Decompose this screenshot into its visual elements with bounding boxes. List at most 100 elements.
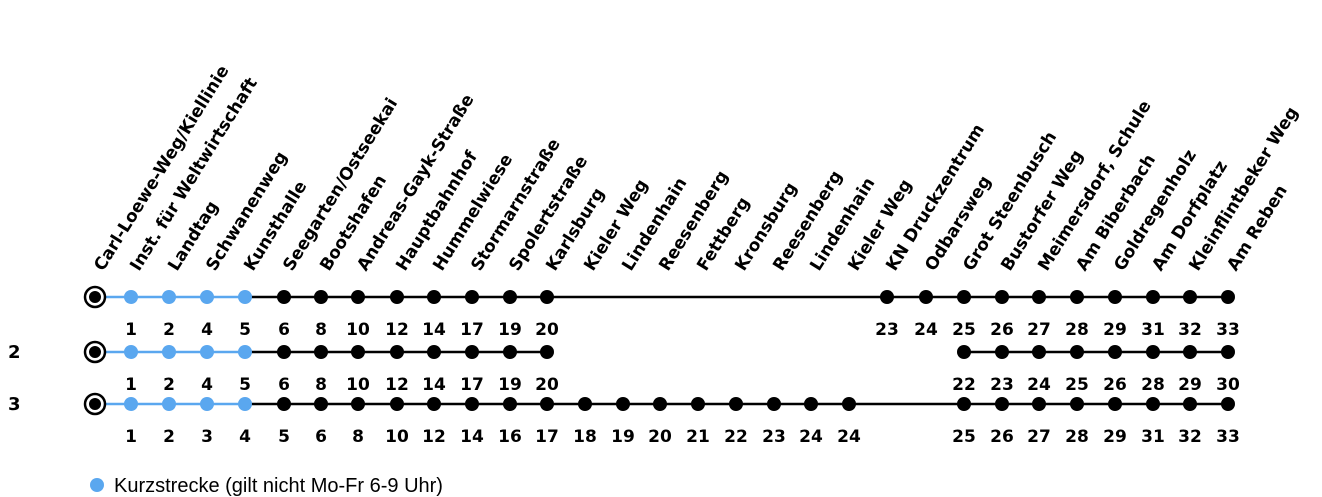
route-row: 21 2 4 5 6 8 10 12 14 17 19 20 22 23 24 25 26 28 29 30: [8, 340, 1240, 395]
departure-time: 2: [163, 320, 175, 340]
stop-dot: [503, 397, 517, 411]
stop-dot: [957, 345, 971, 359]
stop-dot: [842, 397, 856, 411]
departure-time: 12: [385, 320, 409, 340]
stop-dot: [1070, 345, 1084, 359]
stop-dot: [351, 345, 365, 359]
route-rows: 1 2 4 5 6 8 10 12 14 17 19 20 23 24 25 26 27 28 29 31 32 3321…: [8, 285, 1240, 447]
departure-time: 31: [1141, 320, 1165, 340]
stop-dot: [503, 345, 517, 359]
departure-time: 17: [535, 427, 559, 447]
departure-time: 4: [201, 320, 213, 340]
stop-dot: [1146, 397, 1160, 411]
stop-dot: [1221, 345, 1235, 359]
departure-time: 20: [648, 427, 672, 447]
stop-dot: [238, 397, 252, 411]
stop-dot: [427, 290, 441, 304]
stop-dot: [503, 290, 517, 304]
departure-time: 5: [239, 320, 251, 340]
stop-dot: [314, 397, 328, 411]
departure-time: 5: [278, 427, 290, 447]
departure-time: 24: [799, 427, 823, 447]
departure-time: 33: [1216, 320, 1240, 340]
stop-dot: [277, 290, 291, 304]
departure-time: 27: [1027, 320, 1051, 340]
departure-time: 32: [1178, 427, 1202, 447]
departure-time: 6: [278, 375, 290, 395]
departure-time: 25: [952, 320, 976, 340]
departure-time: 18: [573, 427, 597, 447]
stop-dot: [957, 290, 971, 304]
stop-dot: [616, 397, 630, 411]
departure-time: 5: [239, 375, 251, 395]
stop-dot: [427, 397, 441, 411]
departure-time: 8: [315, 375, 327, 395]
stop-dot: [124, 345, 138, 359]
stop-dot: [1146, 290, 1160, 304]
departure-time: 21: [686, 427, 710, 447]
departure-time: 1: [125, 427, 137, 447]
stop-dot: [390, 397, 404, 411]
stop-dot: [919, 290, 933, 304]
departure-time: 10: [346, 320, 370, 340]
legend-label: Kurzstrecke (gilt nicht Mo-Fr 6-9 Uhr): [114, 475, 443, 497]
origin-marker-core: [89, 291, 101, 303]
departure-time: 23: [762, 427, 786, 447]
departure-time: 19: [611, 427, 635, 447]
stop-dot: [277, 345, 291, 359]
stop-dot: [277, 397, 291, 411]
origin-marker-core: [89, 398, 101, 410]
stop-dot: [691, 397, 705, 411]
stop-dot: [390, 290, 404, 304]
departure-time: 6: [315, 427, 327, 447]
legend: Kurzstrecke (gilt nicht Mo-Fr 6-9 Uhr): [90, 475, 443, 497]
stop-dot: [162, 397, 176, 411]
stop-dot: [1221, 290, 1235, 304]
route-label: 2: [8, 342, 21, 363]
departure-time: 25: [952, 427, 976, 447]
departure-time: 4: [201, 375, 213, 395]
stop-dot: [1183, 345, 1197, 359]
departure-time: 27: [1027, 427, 1051, 447]
departure-time: 24: [837, 427, 861, 447]
kurzstrecke-legend-dot: [90, 478, 104, 492]
stop-dot: [1183, 397, 1197, 411]
departure-time: 31: [1141, 427, 1165, 447]
stop-dot: [1221, 397, 1235, 411]
departure-time: 22: [724, 427, 748, 447]
departure-time: 29: [1178, 375, 1202, 395]
departure-time: 22: [952, 375, 976, 395]
stop-dot: [653, 397, 667, 411]
route-label: 3: [8, 394, 21, 415]
departure-time: 3: [201, 427, 213, 447]
stop-dot: [1032, 345, 1046, 359]
departure-time: 14: [422, 375, 446, 395]
stop-dot: [1070, 290, 1084, 304]
stop-dot: [162, 290, 176, 304]
departure-time: 29: [1103, 427, 1127, 447]
departure-time: 16: [498, 427, 522, 447]
route-row: 1 2 4 5 6 8 10 12 14 17 19 20 23 24 25 26 27 28 29 31 32 33: [83, 285, 1240, 340]
stop-dot: [314, 345, 328, 359]
stop-dot: [351, 290, 365, 304]
departure-time: 20: [535, 375, 559, 395]
stop-dot: [200, 345, 214, 359]
stop-dot: [1183, 290, 1197, 304]
stop-dot: [1108, 290, 1122, 304]
stop-dot: [465, 345, 479, 359]
stop-dot: [427, 345, 441, 359]
stop-dot: [1108, 397, 1122, 411]
departure-time: 1: [125, 375, 137, 395]
departure-time: 6: [278, 320, 290, 340]
origin-marker-core: [89, 346, 101, 358]
departure-time: 1: [125, 320, 137, 340]
departure-time: 26: [1103, 375, 1127, 395]
departure-time: 17: [460, 320, 484, 340]
departure-time: 23: [875, 320, 899, 340]
stop-dot: [314, 290, 328, 304]
stop-dot: [540, 397, 554, 411]
stop-dot: [880, 290, 894, 304]
departure-time: 10: [385, 427, 409, 447]
